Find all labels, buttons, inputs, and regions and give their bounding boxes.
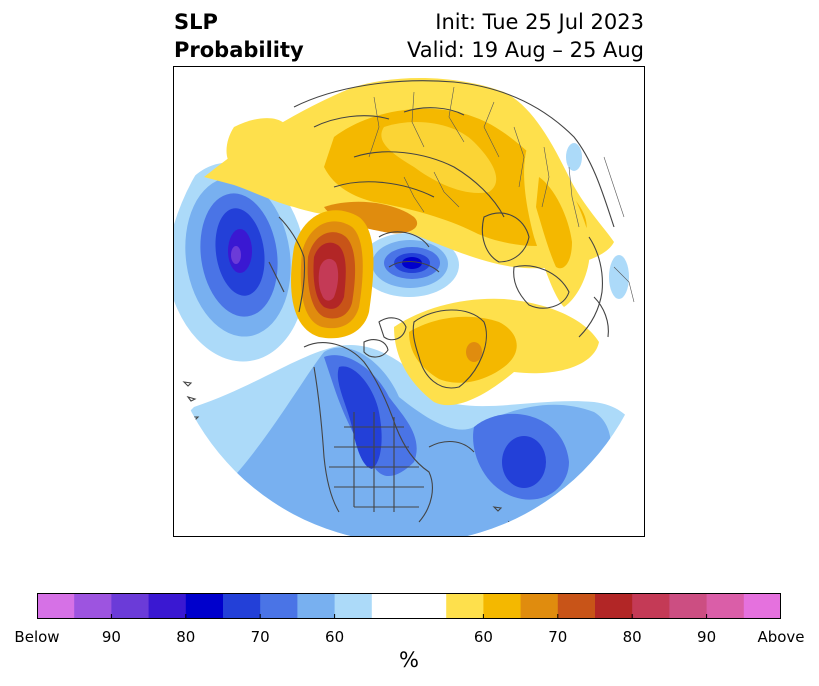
title-field-name: SLP [174, 10, 218, 34]
colorbar-segment [223, 593, 261, 619]
colorbar-border [37, 593, 781, 619]
map-panel [173, 66, 645, 537]
colorbar-segment [409, 593, 447, 619]
map-svg [174, 67, 644, 536]
above-normal-greenland [394, 298, 599, 406]
land-outlines [182, 80, 619, 531]
colorbar-unit: % [399, 648, 419, 672]
valid-range: Valid: 19 Aug – 25 Aug [406, 38, 644, 62]
colorbar-tick-label: 60 [325, 628, 345, 646]
colorbar-tick-label: 70 [548, 628, 568, 646]
colorbar-segment [297, 593, 336, 619]
colorbar-segment [520, 593, 559, 619]
title-left: SLP Probability [174, 8, 304, 64]
below-normal-arctic [359, 233, 459, 297]
colorbar-tick-label: Above [757, 628, 805, 646]
colorbar-segment [595, 593, 633, 619]
colorbar-tick-label: 80 [622, 628, 642, 646]
colorbar-segment [371, 593, 410, 619]
below-normal-pacific [174, 162, 307, 362]
colorbar-tick-label: 60 [473, 628, 493, 646]
colorbar-svg [37, 593, 781, 619]
title-field-type: Probability [174, 38, 304, 62]
colorbar-segment [557, 593, 596, 619]
init-date: Init: Tue 25 Jul 2023 [435, 10, 644, 34]
colorbar-segment [669, 593, 708, 619]
above-normal-east [524, 142, 590, 307]
colorbar-segment [446, 593, 484, 619]
colorbar-segment [743, 593, 781, 619]
colorbar-segment [260, 593, 298, 619]
colorbar-segment [632, 593, 670, 619]
colorbar-segment [74, 593, 112, 619]
colorbar-segment [111, 593, 150, 619]
colorbar-tick-label: 90 [697, 628, 717, 646]
colorbar [37, 593, 781, 619]
colorbar-segment [706, 593, 745, 619]
colorbar-segment [37, 593, 75, 619]
colorbar-tick-label: Below [14, 628, 60, 646]
above-normal-central [291, 210, 374, 339]
colorbar-tick-label: 90 [101, 628, 121, 646]
country-borders [368, 86, 635, 303]
colorbar-segment [483, 593, 522, 619]
above-normal-eurasia [204, 77, 614, 269]
colorbar-segment [334, 593, 373, 619]
colorbar-tick-label: 70 [250, 628, 270, 646]
colorbar-segment [185, 593, 224, 619]
colorbar-segment [148, 593, 187, 619]
title-right: Init: Tue 25 Jul 2023 Valid: 19 Aug – 25… [407, 8, 644, 64]
colorbar-tick-label: 80 [176, 628, 196, 646]
